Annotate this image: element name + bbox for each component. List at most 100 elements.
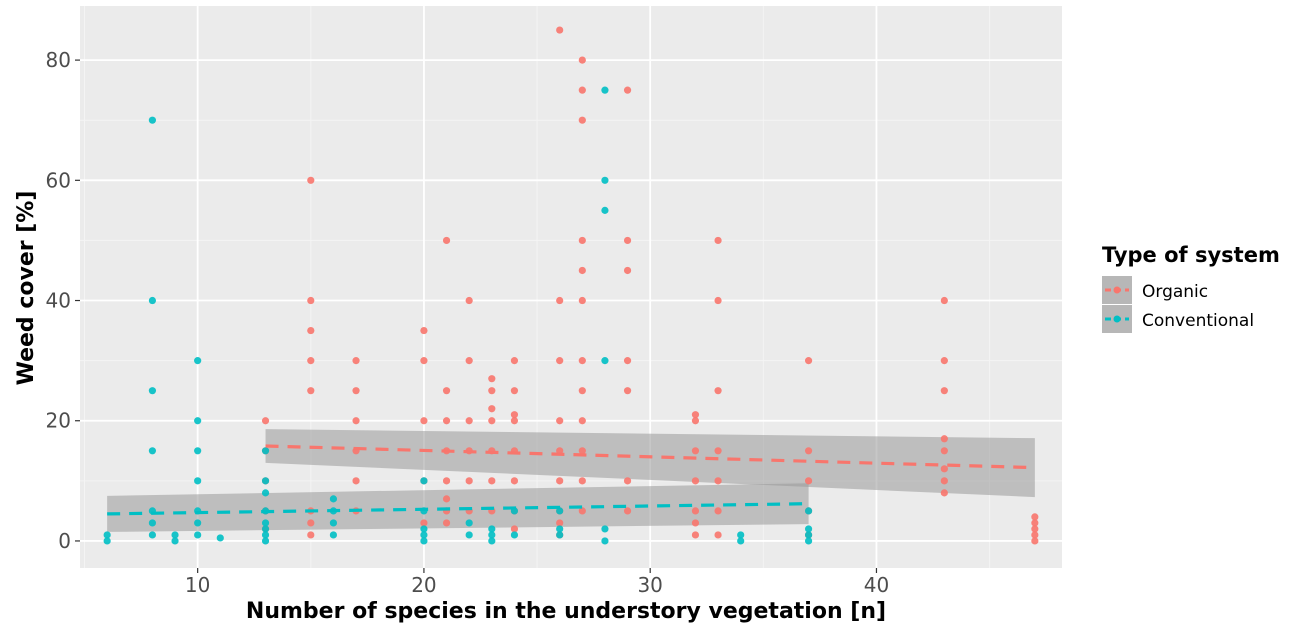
x-tick-label: 10 [185,573,210,597]
data-point [940,465,948,473]
data-point [691,531,700,539]
data-point [737,537,745,545]
data-point [714,477,722,485]
data-point [578,296,586,305]
y-tick-label: 40 [46,289,71,313]
legend-key-point [1113,315,1121,323]
data-point [556,447,564,455]
data-point [420,357,428,365]
data-point [329,531,338,539]
data-point [261,531,270,539]
data-point [442,495,451,503]
data-point [510,417,519,425]
data-point [307,176,315,184]
confidence-bands [107,429,1035,532]
data-point [556,357,564,365]
data-point [623,357,632,365]
y-axis-title: Weed cover [%] [14,191,39,386]
data-point [691,519,700,527]
data-point [578,477,586,485]
data-point [307,357,315,365]
data-point [465,357,473,365]
data-point [940,435,948,443]
data-point [148,519,157,527]
data-point [737,531,745,539]
data-point [420,477,428,485]
data-point [940,357,948,365]
data-point [148,387,157,395]
data-point [194,417,202,425]
data-point [691,507,700,515]
data-point [691,417,700,425]
data-point [714,387,722,395]
data-point [556,525,564,533]
data-point [420,417,428,425]
legend-label-organic: Organic [1142,282,1208,302]
data-point [714,447,722,455]
data-point [194,531,202,539]
data-point [465,477,473,485]
data-point [148,116,157,124]
data-point [1031,519,1039,527]
data-point [601,537,609,545]
data-point [1031,513,1039,521]
data-point [171,531,179,539]
data-point [691,477,700,485]
data-point [488,477,496,485]
data-point [352,417,360,425]
data-point [714,236,722,245]
data-point [103,537,111,545]
data-point [420,531,428,539]
data-point [442,236,451,245]
data-point [623,477,632,485]
data-point [804,537,813,545]
data-point [556,507,564,515]
data-point [623,507,632,515]
data-point [103,531,111,539]
data-point [148,531,157,539]
data-point [578,417,586,425]
data-point [194,477,202,485]
data-point [261,537,270,545]
data-point [940,447,948,455]
data-point [307,296,315,305]
data-point [488,417,496,425]
trend-line [265,444,1035,470]
data-point [578,116,586,124]
data-point [442,417,451,425]
data-point [940,477,948,485]
data-point [148,447,157,455]
data-point [488,537,496,545]
y-tick-label: 80 [46,48,71,72]
data-point [714,531,722,539]
data-point [556,417,564,425]
data-point [420,537,428,545]
x-tick-label: 30 [637,573,662,597]
y-tick-label: 60 [46,168,71,192]
data-point [601,525,609,533]
legend-key-point [1113,286,1121,294]
data-point [578,236,586,245]
data-point [714,296,722,305]
y-tick-label: 0 [58,529,71,553]
data-point [804,525,813,533]
data-point [488,405,496,413]
data-point [578,86,586,94]
data-point [601,86,609,94]
data-point [510,525,519,533]
data-point [488,375,496,383]
trend-line [107,502,809,516]
data-point [261,489,270,497]
data-point [329,495,338,503]
data-point [623,86,632,94]
data-point [578,387,586,395]
data-point [420,519,428,527]
data-point [261,447,270,455]
data-point [194,519,202,527]
data-point [352,357,360,365]
data-point [578,447,586,455]
data-point [623,387,632,395]
data-point [510,357,519,365]
data-point [510,477,519,485]
